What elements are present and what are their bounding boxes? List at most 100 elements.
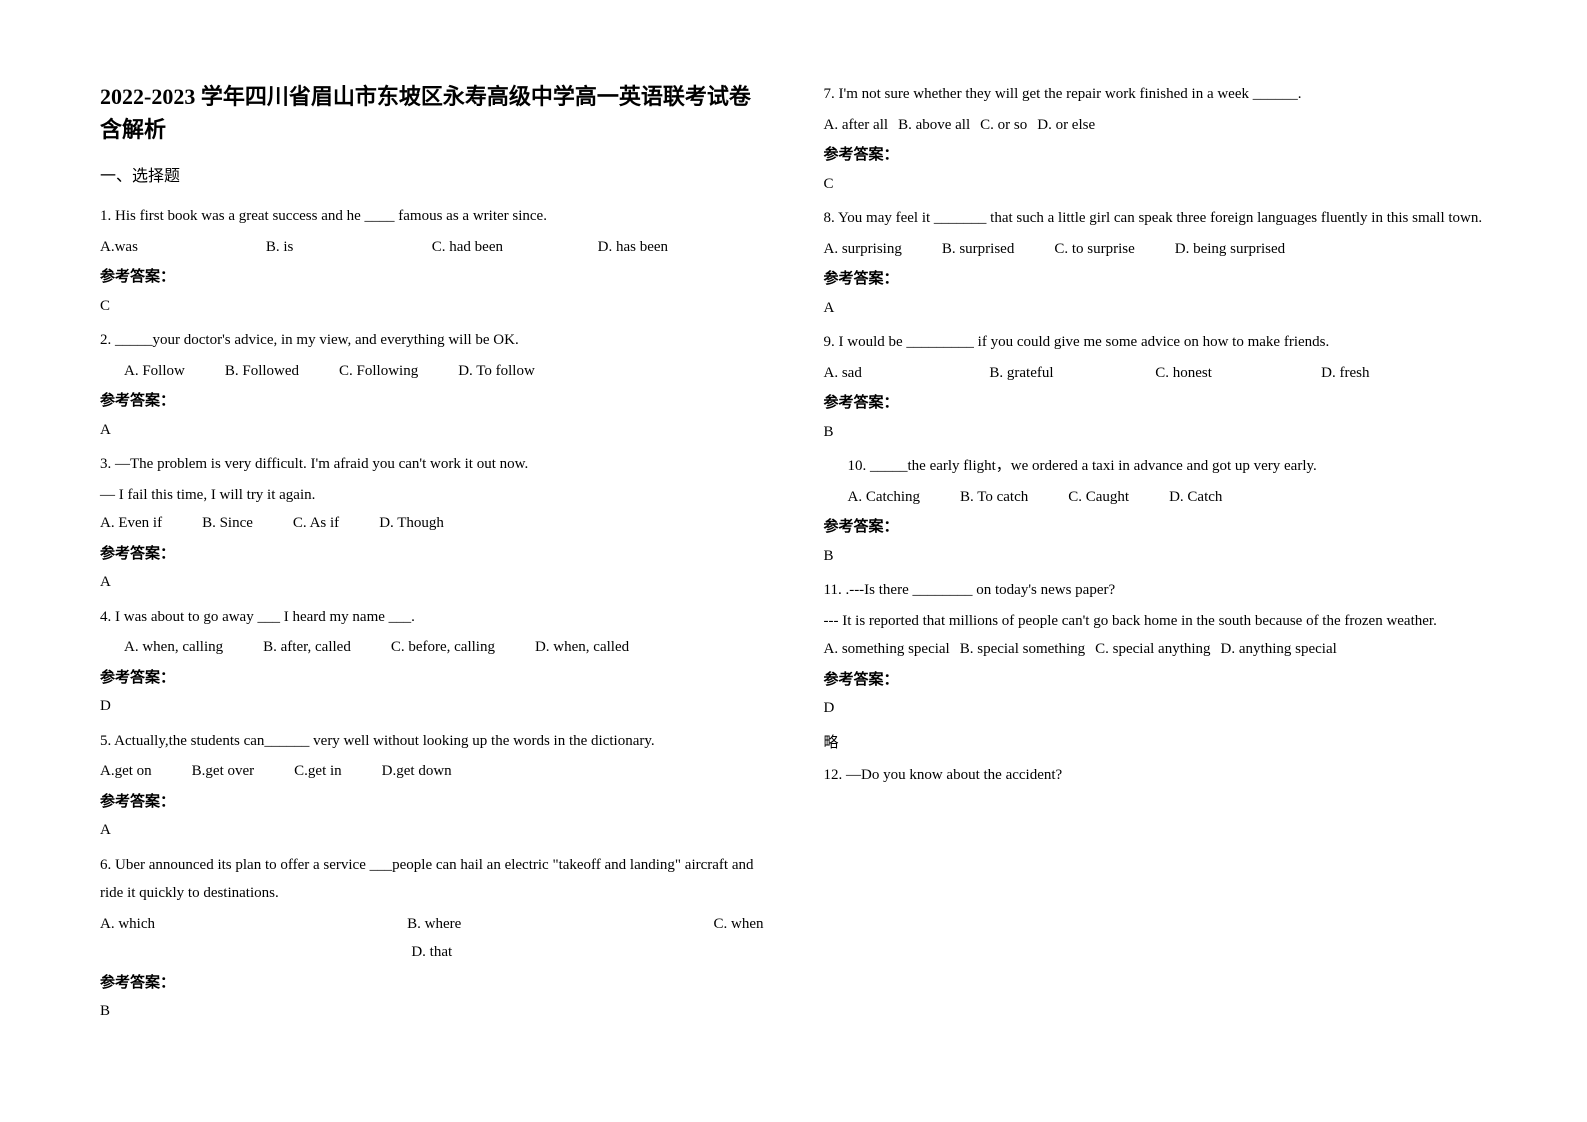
option: A. Catching — [848, 483, 921, 512]
question-stem: 8. You may feel it _______ that such a l… — [824, 204, 1488, 233]
options: A. surprisingB. surprisedC. to surpriseD… — [824, 235, 1488, 264]
option: B.get over — [192, 757, 254, 786]
option: B. after, called — [263, 633, 351, 662]
question-stem: 10. _____the early flight，we ordered a t… — [824, 452, 1488, 481]
answer-label: 参考答案： — [100, 788, 764, 817]
options: A.wasB. isC. had beenD. has been — [100, 233, 764, 262]
question-stem: 9. I would be _________ if you could giv… — [824, 328, 1488, 357]
answer-value: A — [824, 294, 1488, 323]
options: A. sadB. gratefulC. honestD. fresh — [824, 359, 1488, 388]
question: 10. _____the early flight，we ordered a t… — [824, 452, 1488, 570]
question-sub: — I fail this time, I will try it again. — [100, 481, 764, 510]
answer-label: 参考答案： — [824, 666, 1488, 695]
option: C. special anything — [1095, 635, 1210, 664]
question: 4. I was about to go away ___ I heard my… — [100, 603, 764, 721]
options: A. when, calling B. after, called C. befor… — [100, 633, 764, 662]
question: 9. I would be _________ if you could giv… — [824, 328, 1488, 446]
option: B. To catch — [960, 483, 1028, 512]
option: C. to surprise — [1054, 235, 1134, 264]
question-stem: 12. ―Do you know about the accident? — [824, 761, 1488, 790]
page-title: 2022-2023 学年四川省眉山市东坡区永寿高级中学高一英语联考试卷含解析 — [100, 80, 764, 146]
option: B. is — [266, 233, 432, 262]
question: 5. Actually,the students can______ very … — [100, 727, 764, 845]
options: A. Follow B. Followed C. Following D. To fo… — [100, 357, 764, 386]
option: D. Though — [379, 509, 444, 538]
question-list: 1. His first book was a great success an… — [100, 80, 1487, 1082]
option: B. Since — [202, 509, 253, 538]
option: B. grateful — [989, 359, 1155, 388]
options: A. Even if B. Since C. As if D. Though — [100, 509, 764, 538]
question: 2. _____your doctor's advice, in my view… — [100, 326, 764, 444]
option: A. something special — [824, 635, 950, 664]
question-sub: --- It is reported that millions of peop… — [824, 607, 1488, 636]
option: B. above all — [898, 111, 970, 140]
answer-value: C — [100, 292, 764, 321]
answer-value: B — [824, 418, 1488, 447]
option: A. Even if — [100, 509, 162, 538]
option: D. or else — [1037, 111, 1095, 140]
option: C. or so — [980, 111, 1027, 140]
options: A. something special B. special something… — [824, 635, 1488, 664]
option: C. Following — [339, 357, 418, 386]
question: 3. —The problem is very difficult. I'm a… — [100, 450, 764, 597]
question: 1. His first book was a great success an… — [100, 202, 764, 320]
answer-value: C — [824, 170, 1488, 199]
option: C. when — [714, 910, 764, 939]
option: D. Catch — [1169, 483, 1222, 512]
answer-value: B — [824, 542, 1488, 571]
option: D. anything special — [1221, 635, 1337, 664]
option: D. fresh — [1321, 359, 1487, 388]
question-stem: 11. .---Is there ________ on today's new… — [824, 576, 1488, 605]
question-stem: 6. Uber announced its plan to offer a se… — [100, 851, 764, 908]
section-heading: 一、选择题 — [100, 162, 764, 192]
question-stem: 5. Actually,the students can______ very … — [100, 727, 764, 756]
answer-label: 参考答案： — [824, 265, 1488, 294]
answer-label: 参考答案： — [100, 263, 764, 292]
question-stem: 3. —The problem is very difficult. I'm a… — [100, 450, 764, 479]
answer-value: B — [100, 997, 764, 1026]
question: 7. I'm not sure whether they will get th… — [824, 80, 1488, 198]
question: 6. Uber announced its plan to offer a se… — [100, 851, 764, 1026]
option: A. Follow — [124, 357, 185, 386]
answer-label: 参考答案： — [100, 969, 764, 998]
answer-label: 参考答案： — [824, 389, 1488, 418]
question-stem: 4. I was about to go away ___ I heard my… — [100, 603, 764, 632]
question: 12. ―Do you know about the accident? — [824, 761, 1488, 790]
option: D. that — [411, 938, 452, 967]
answer-value: A — [100, 416, 764, 445]
option: B. Followed — [225, 357, 299, 386]
options: A. after allB. above allC. or soD. or el… — [824, 111, 1488, 140]
option: A. when, calling — [124, 633, 223, 662]
option: B. where — [407, 910, 461, 939]
option: D. being surprised — [1175, 235, 1285, 264]
question: 8. You may feel it _______ that such a l… — [824, 204, 1488, 322]
option: C. As if — [293, 509, 339, 538]
option: C. Caught — [1068, 483, 1129, 512]
question: 11. .---Is there ________ on today's new… — [824, 576, 1488, 757]
option: D. has been — [598, 233, 764, 262]
answer-label: 参考答案： — [824, 141, 1488, 170]
answer-value: A — [100, 568, 764, 597]
option: D. when, called — [535, 633, 629, 662]
option: B. surprised — [942, 235, 1015, 264]
options: A. Catching B. To catch C. Caught D. Catch — [824, 483, 1488, 512]
answer-label: 参考答案： — [100, 664, 764, 693]
option: D.get down — [382, 757, 452, 786]
answer-value: D — [824, 694, 1488, 723]
option: D. To follow — [458, 357, 535, 386]
option: A.was — [100, 233, 266, 262]
question-stem: 2. _____your doctor's advice, in my view… — [100, 326, 764, 355]
answer-extra: 略 — [824, 729, 1488, 758]
option: B. special something — [960, 635, 1085, 664]
options: D. that — [100, 938, 764, 967]
option: C.get in — [294, 757, 342, 786]
option: C. before, calling — [391, 633, 495, 662]
answer-label: 参考答案： — [100, 387, 764, 416]
answer-label: 参考答案： — [824, 513, 1488, 542]
question-stem: 1. His first book was a great success an… — [100, 202, 764, 231]
options: A.get onB.get overC.get inD.get down — [100, 757, 764, 786]
answer-value: D — [100, 692, 764, 721]
option: A. sad — [824, 359, 990, 388]
option: C. honest — [1155, 359, 1321, 388]
question-stem: 7. I'm not sure whether they will get th… — [824, 80, 1488, 109]
